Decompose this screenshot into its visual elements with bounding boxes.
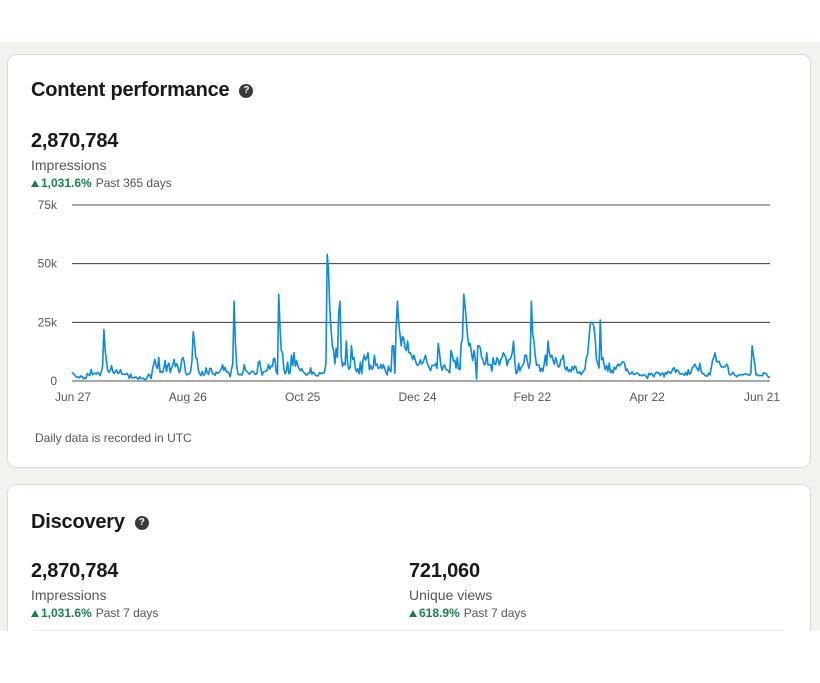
discovery-impressions-value: 2,870,784 [31, 560, 119, 582]
x-tick-label: Feb 22 [514, 390, 552, 404]
trend-up-icon [409, 609, 417, 617]
trend-up-icon [31, 609, 39, 617]
x-tick-label: Oct 25 [285, 390, 321, 404]
discovery-impressions-change: 1,031.6% Past 7 days [31, 606, 158, 620]
unique-views-change: 618.9% Past 7 days [409, 606, 526, 620]
help-icon[interactable]: ? [134, 515, 149, 530]
impressions-metric: 2,870,784 Impressions 1,031.6% Past 365 … [31, 130, 172, 190]
change-percent: 618.9% [419, 606, 460, 620]
y-tick-label: 25k [38, 315, 58, 329]
unique-views-label: Unique views [409, 587, 493, 603]
trend-up-icon [31, 179, 39, 187]
discovery-title: Discovery [31, 511, 125, 533]
content-performance-header: Content performance ? [31, 79, 254, 102]
impressions-label: Impressions [31, 157, 107, 173]
help-icon[interactable]: ? [239, 83, 254, 98]
x-tick-label: Apr 22 [629, 390, 665, 404]
change-period: Past 7 days [95, 606, 159, 620]
impressions-series-line [71, 253, 771, 381]
discovery-card: Discovery ? 2,870,784 Impressions 1,031.… [7, 484, 811, 654]
change-percent: 1,031.6% [41, 606, 92, 620]
content-performance-card: Content performance ? 2,870,784 Impressi… [7, 54, 811, 468]
change-period: Past 7 days [463, 606, 527, 620]
change-period: Past 365 days [95, 176, 172, 190]
y-tick-label: 75k [38, 198, 58, 212]
unique-views-metric: 721,060 Unique views 618.9% Past 7 days [409, 560, 526, 620]
discovery-header: Discovery ? [31, 511, 149, 534]
x-tick-label: Jun 27 [55, 390, 91, 404]
x-tick-label: Dec 24 [398, 390, 436, 404]
x-tick-label: Jun 21 [744, 390, 780, 404]
bottom-area [0, 631, 820, 683]
utc-footnote: Daily data is recorded in UTC [35, 431, 192, 445]
impressions-line-chart: 0 25k 50k 75k Jun 27 Aug 26 Oct 25 Dec 24 Feb 22… [38, 198, 781, 404]
y-tick-label: 50k [38, 257, 58, 271]
content-performance-title: Content performance [31, 79, 230, 101]
top-bar [0, 0, 820, 42]
change-percent: 1,031.6% [41, 176, 92, 190]
x-tick-label: Aug 26 [169, 390, 207, 404]
impressions-change: 1,031.6% Past 365 days [31, 176, 172, 190]
discovery-impressions-metric: 2,870,784 Impressions 1,031.6% Past 7 da… [31, 560, 158, 620]
impressions-value: 2,870,784 [31, 130, 119, 152]
y-tick-label: 0 [50, 374, 57, 388]
discovery-impressions-label: Impressions [31, 587, 107, 603]
unique-views-value: 721,060 [409, 560, 480, 582]
